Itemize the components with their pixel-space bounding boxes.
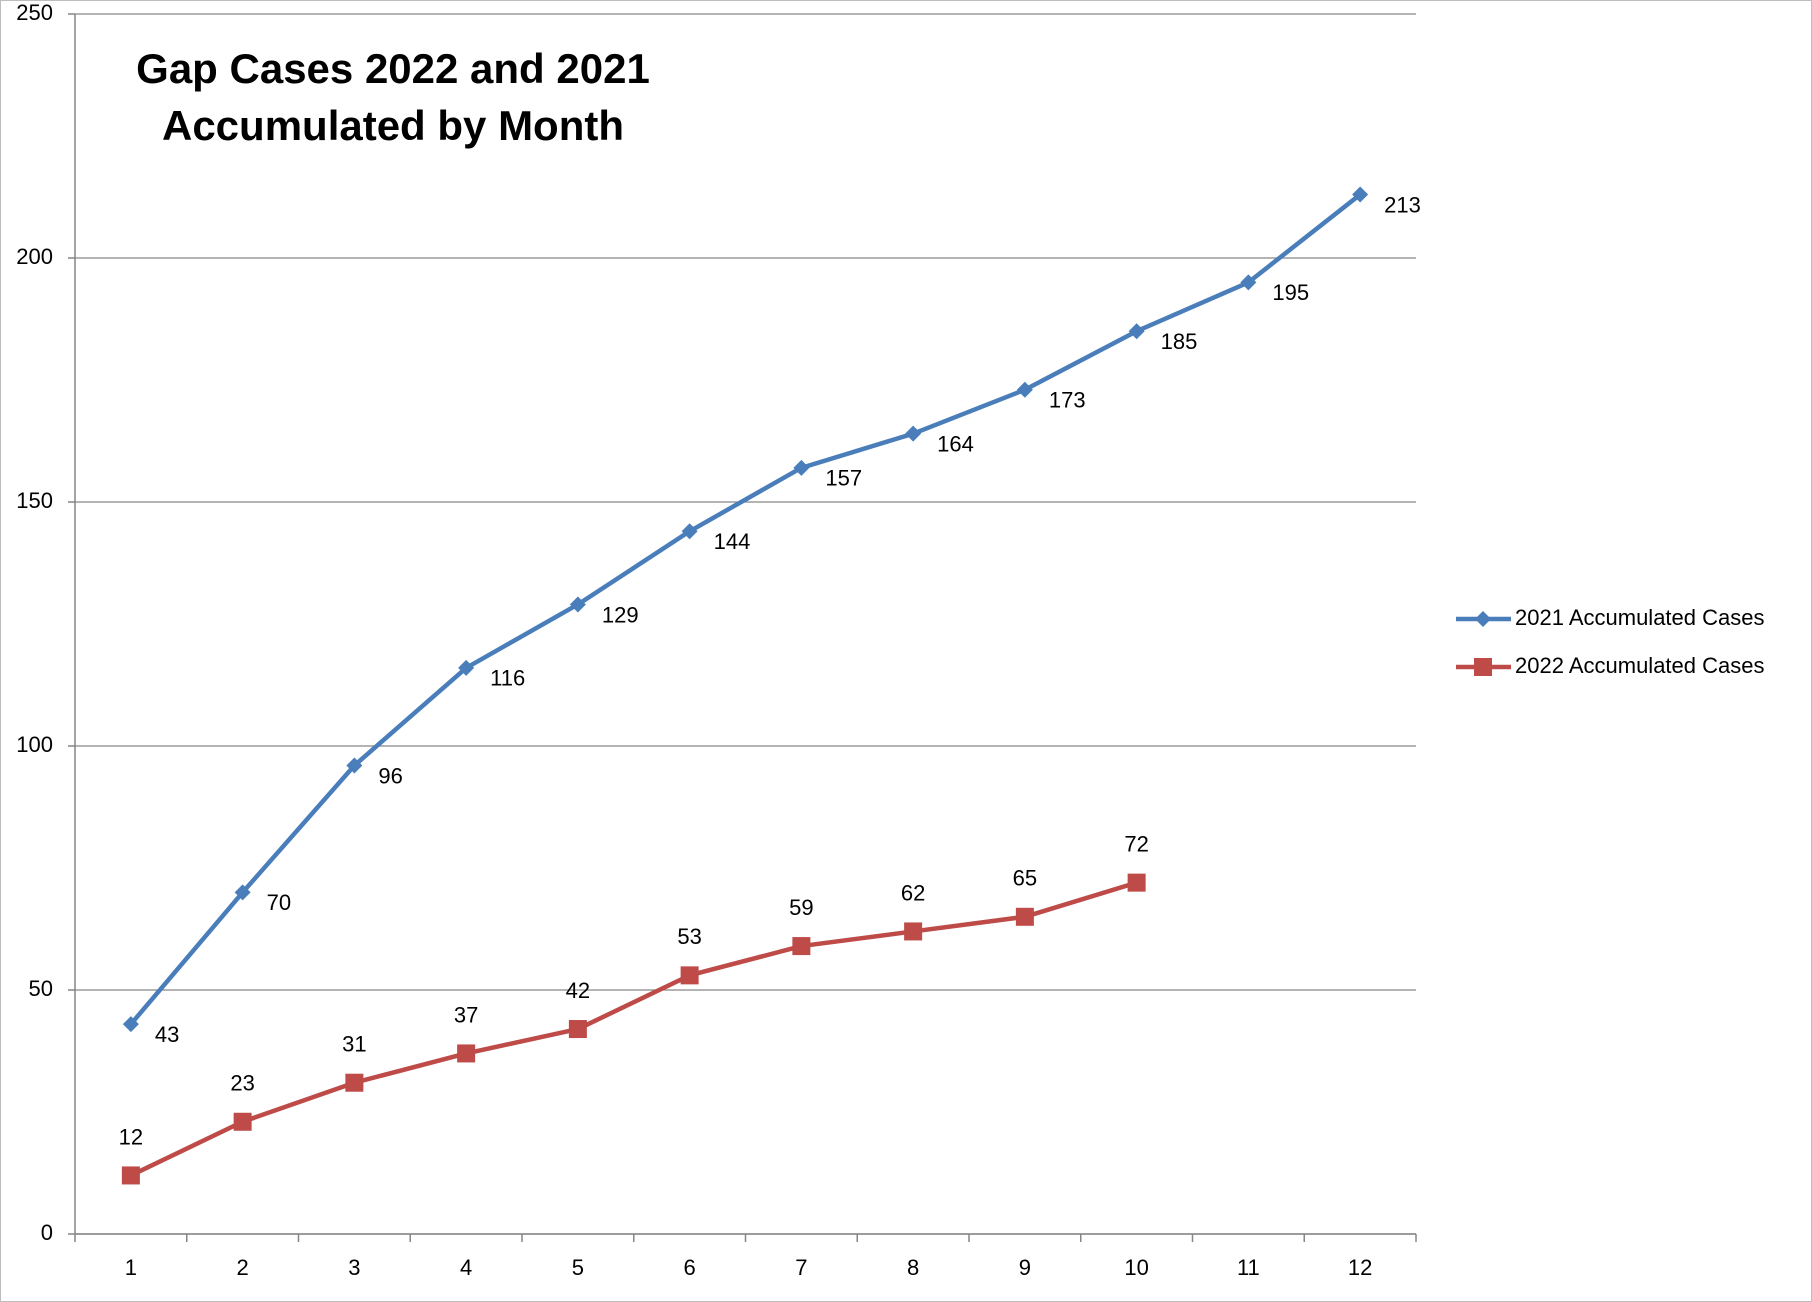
chart-title: Accumulated by Month xyxy=(162,102,624,149)
data-label: 23 xyxy=(230,1071,254,1096)
x-tick-label: 12 xyxy=(1348,1255,1372,1280)
y-tick-label: 200 xyxy=(16,244,53,269)
x-tick-label: 6 xyxy=(684,1255,696,1280)
data-label: 43 xyxy=(155,1022,179,1047)
data-label: 42 xyxy=(566,978,590,1003)
data-point xyxy=(457,1044,476,1063)
data-label: 70 xyxy=(267,890,291,915)
chart-title: Gap Cases 2022 and 2021 xyxy=(136,45,650,92)
data-point xyxy=(793,459,810,476)
data-label: 213 xyxy=(1384,192,1421,217)
data-point xyxy=(681,523,698,540)
data-point xyxy=(1127,873,1146,892)
series-line xyxy=(129,192,1362,1026)
data-point xyxy=(1016,381,1033,398)
data-label: 185 xyxy=(1161,329,1198,354)
x-tick-label: 4 xyxy=(460,1255,472,1280)
legend-marker xyxy=(1474,658,1492,676)
data-point xyxy=(568,1020,587,1039)
data-point xyxy=(569,596,586,613)
data-point xyxy=(792,937,811,956)
data-label: 157 xyxy=(825,466,862,491)
x-tick-label: 7 xyxy=(795,1255,807,1280)
x-tick-label: 10 xyxy=(1124,1255,1148,1280)
x-tick-label: 1 xyxy=(125,1255,137,1280)
data-point xyxy=(234,884,251,901)
data-point xyxy=(346,757,363,774)
data-label: 12 xyxy=(119,1124,143,1149)
data-label: 116 xyxy=(490,666,525,691)
data-point xyxy=(458,659,475,676)
data-point xyxy=(904,922,923,941)
data-point xyxy=(1240,274,1257,291)
data-point xyxy=(122,1016,139,1033)
data-label: 195 xyxy=(1272,280,1309,305)
x-tick-label: 9 xyxy=(1019,1255,1031,1280)
x-tick-label: 5 xyxy=(572,1255,584,1280)
y-tick-label: 100 xyxy=(16,732,53,757)
x-tick-label: 8 xyxy=(907,1255,919,1280)
data-point xyxy=(905,425,922,442)
data-label: 129 xyxy=(602,602,639,627)
data-label: 72 xyxy=(1124,831,1148,856)
data-point xyxy=(1128,323,1145,340)
legend-label: 2022 Accumulated Cases xyxy=(1515,653,1765,678)
data-label: 164 xyxy=(937,431,974,456)
data-point xyxy=(680,966,699,985)
x-tick-label: 3 xyxy=(348,1255,360,1280)
data-point xyxy=(1015,907,1034,926)
data-label: 96 xyxy=(378,763,402,788)
legend-label: 2021 Accumulated Cases xyxy=(1515,605,1765,630)
data-label: 173 xyxy=(1049,388,1086,413)
x-tick-label: 11 xyxy=(1237,1255,1260,1280)
y-tick-label: 0 xyxy=(41,1220,53,1245)
y-tick-label: 50 xyxy=(29,976,53,1001)
data-label: 62 xyxy=(901,880,925,905)
data-point xyxy=(1352,186,1369,203)
data-label: 31 xyxy=(342,1032,366,1057)
legend-marker xyxy=(1475,611,1491,627)
data-label: 144 xyxy=(714,529,751,554)
data-label: 37 xyxy=(454,1002,478,1027)
y-tick-label: 150 xyxy=(16,488,53,513)
data-point xyxy=(121,1166,140,1185)
x-tick-label: 2 xyxy=(237,1255,249,1280)
data-point xyxy=(233,1112,252,1131)
data-point xyxy=(345,1073,364,1092)
data-label: 53 xyxy=(677,924,701,949)
data-label: 59 xyxy=(789,895,813,920)
series-line xyxy=(129,880,1138,1178)
y-tick-label: 250 xyxy=(16,0,53,25)
data-label: 65 xyxy=(1013,866,1037,891)
